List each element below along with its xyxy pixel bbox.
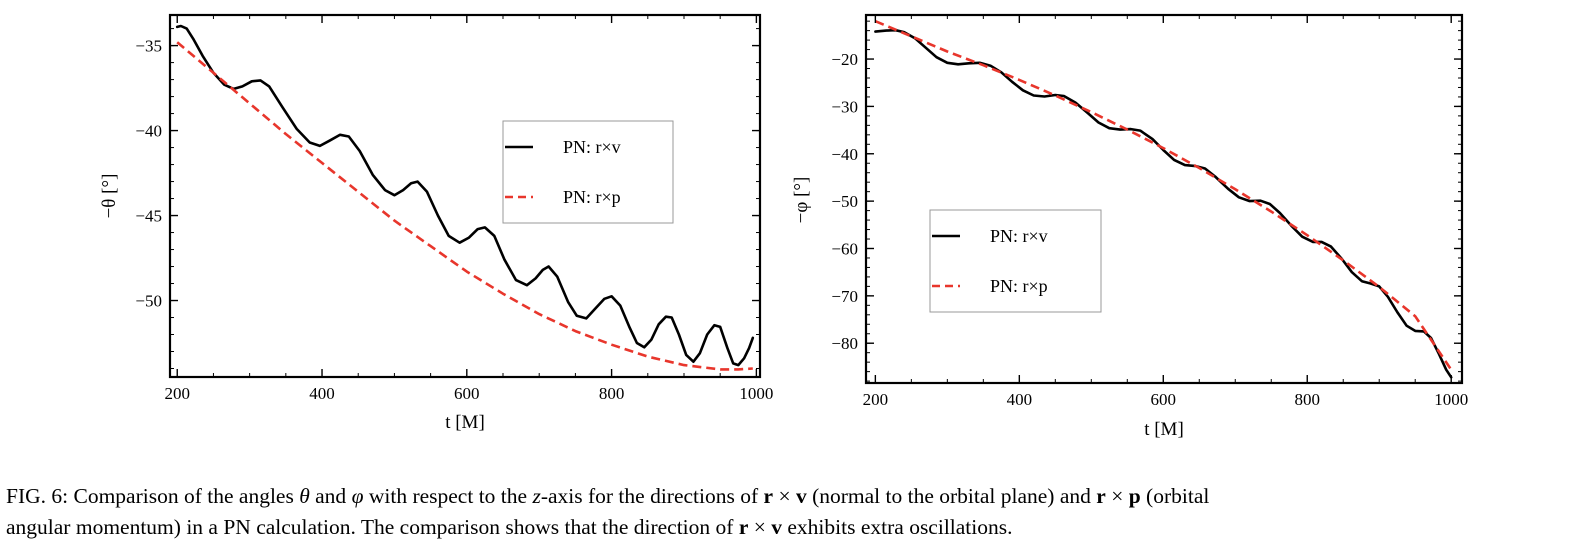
caption-run: z (532, 484, 541, 508)
figure-caption: FIG. 6: Comparison of the angles θ and φ… (6, 481, 1584, 543)
y-tick-label: −60 (831, 239, 858, 258)
caption-run: r (1096, 484, 1106, 508)
caption-run: (orbital (1140, 484, 1210, 508)
caption-run: FIG. 6: Comparison of the angles (6, 484, 300, 508)
series-line-rxv (175, 24, 755, 367)
chart-1: 200 400 600 800 1000 −35 −40 −45 −50 t [M] −θ [°] P… (99, 13, 773, 433)
caption-run: × (773, 484, 796, 508)
legend-entry: PN: r×v (563, 137, 621, 157)
caption-run: × (748, 515, 772, 539)
y-tick-label: −30 (831, 97, 858, 116)
caption-run: θ (299, 484, 310, 508)
y-tick-label: −40 (135, 122, 162, 141)
y-tick-label: −35 (135, 37, 162, 56)
y-tick-label: −40 (831, 145, 858, 164)
y-axis-label: −φ [°] (791, 177, 812, 224)
caption-run: r (738, 515, 749, 539)
figure: 200 400 600 800 1000 −35 −40 −45 −50 t [M] −θ [°] P… (99, 13, 1468, 440)
x-tick-label: 200 (164, 384, 190, 403)
caption-run: exhibits extra oscillations. (782, 515, 1013, 539)
plot-frame (864, 13, 1464, 385)
caption-run: v (771, 515, 783, 539)
series-line-rxp (874, 20, 1453, 371)
y-tick-label: −50 (135, 292, 162, 311)
caption-run: v (795, 484, 807, 508)
legend: PN: r×v PN: r×p (929, 209, 1102, 313)
plot-frame (168, 13, 762, 379)
caption-line-1: FIG. 6: Comparison of the angles θ and φ… (6, 481, 1584, 512)
caption-run: with respect to the (363, 484, 533, 508)
legend-entry: PN: r×v (990, 226, 1048, 246)
y-tick-label: −70 (831, 287, 858, 306)
y-tick-label: −20 (831, 50, 858, 69)
x-axis-label: t [M] (1144, 419, 1184, 440)
caption-run: -axis for the directions of (540, 484, 764, 508)
legend-box (929, 209, 1102, 313)
y-tick-label: −50 (831, 192, 858, 211)
x-tick-label: 600 (454, 384, 480, 403)
legend-entry: PN: r×p (990, 276, 1048, 296)
x-tick-label: 1000 (1434, 390, 1468, 409)
caption-run: φ (351, 484, 364, 508)
chart-2: 200 400 600 800 1000 −20 −30 −40 −50 −60 −70 −80 t [… (791, 13, 1468, 440)
caption-run: angular momentum) in a PN calculation. T… (6, 515, 739, 539)
caption-run: p (1128, 484, 1141, 508)
legend-box (502, 120, 674, 224)
x-tick-label: 400 (1007, 390, 1033, 409)
x-tick-label: 600 (1151, 390, 1177, 409)
y-axis-label: −θ [°] (99, 174, 120, 219)
x-tick-label: 200 (863, 390, 889, 409)
y-tick-label: −80 (831, 334, 858, 353)
caption-run: × (1105, 484, 1129, 508)
series-line-rxp (176, 41, 753, 371)
x-axis-label: t [M] (445, 412, 485, 433)
x-tick-label: 800 (1294, 390, 1320, 409)
series-line-rxv (874, 28, 1453, 379)
y-tick-label: −45 (135, 207, 162, 226)
caption-run: and (309, 484, 352, 508)
x-tick-label: 1000 (739, 384, 773, 403)
legend-entry: PN: r×p (563, 187, 621, 207)
x-tick-label: 400 (309, 384, 335, 403)
caption-run: r (763, 484, 774, 508)
caption-line-2: angular momentum) in a PN calculation. T… (6, 512, 1584, 543)
caption-run: (normal to the orbital plane) and (806, 484, 1097, 508)
x-tick-label: 800 (599, 384, 625, 403)
legend: PN: r×v PN: r×p (502, 120, 674, 224)
